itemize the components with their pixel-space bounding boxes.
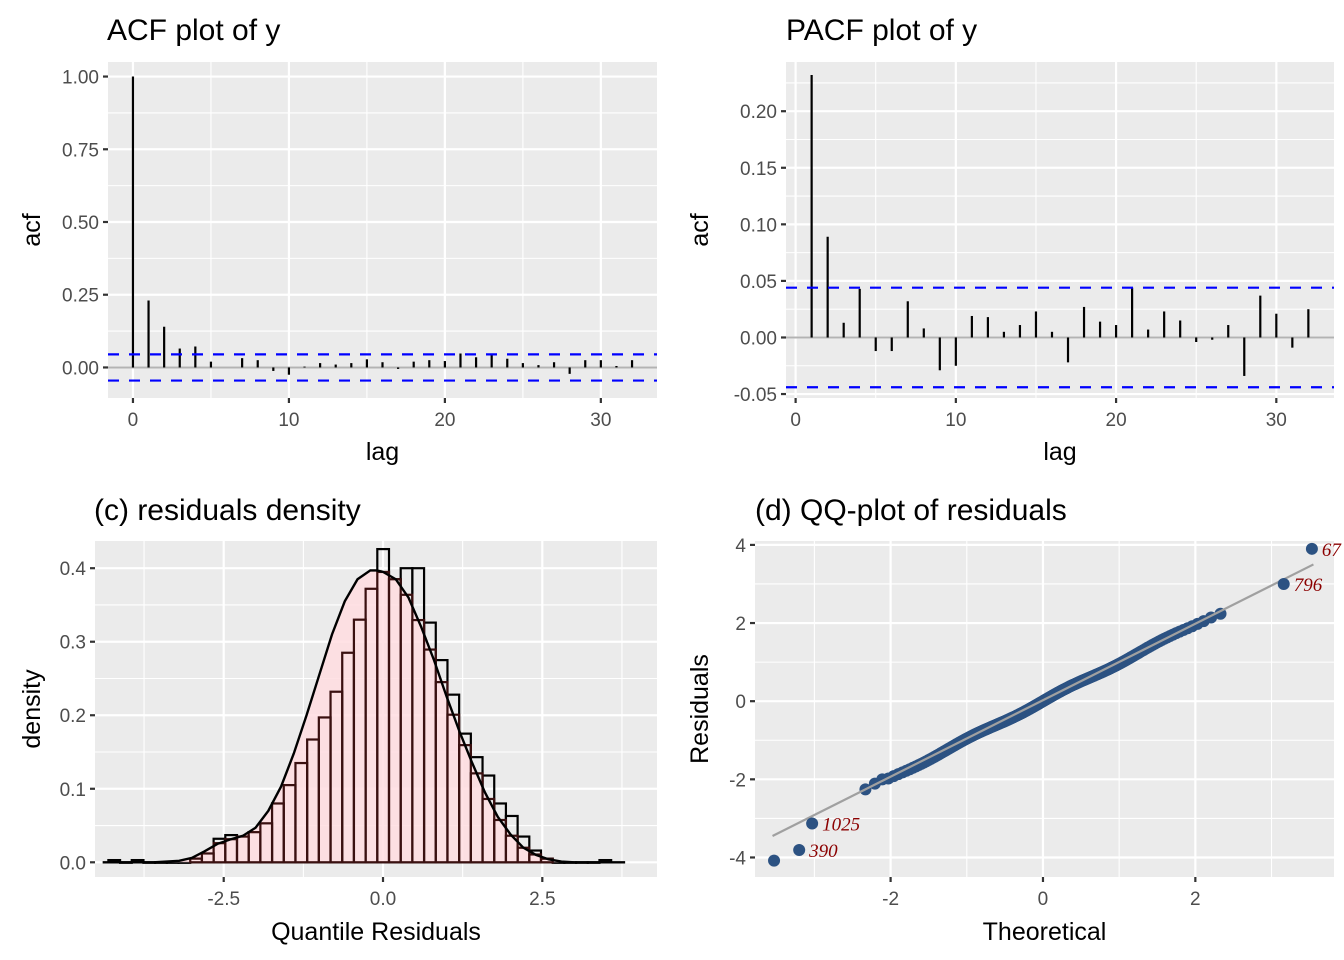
panel-density: -2.5 0.0 2.5 0.0 0.1 0.2 0.3 0.4 (c) residuals d… [18, 494, 657, 946]
outlier-label: 1025 [822, 814, 860, 835]
y-tick-label: -2 [729, 770, 746, 791]
y-tick-label: 0.1 [60, 780, 86, 801]
y-axis-label: Residuals [686, 654, 714, 764]
histogram-bar [177, 861, 192, 864]
y-tick-label: -4 [729, 848, 746, 869]
y-tick-label: 0.50 [62, 213, 99, 234]
x-axis-label: Theoretical [983, 918, 1107, 946]
qq-outlier-point [1277, 577, 1290, 590]
y-tick-label: 0.15 [740, 159, 777, 180]
panel-acf: 0 10 20 30 0.00 0.25 0.50 0.75 1.00 ACF plot of y… [18, 14, 657, 466]
y-tick-label: 0.75 [62, 140, 99, 161]
x-tick-label: 10 [278, 410, 299, 431]
density-curve [102, 569, 626, 864]
plot-background [786, 62, 1334, 398]
y-tick-label: 0 [735, 692, 746, 713]
panel-qq: -2 0 2 -4 -2 0 2 4 (d) QQ-plot of residuals Theor… [686, 494, 1342, 946]
x-tick-label: 30 [590, 410, 611, 431]
x-tick-label: 0 [1038, 889, 1049, 910]
chart-title: ACF plot of y [107, 14, 280, 47]
y-axis-label: acf [18, 213, 46, 246]
x-tick-label: -2.5 [207, 889, 240, 910]
density-area [102, 570, 626, 863]
y-tick-label: 4 [735, 536, 746, 557]
y-tick-label: 0.25 [62, 286, 99, 307]
y-tick-label: 0.10 [740, 215, 777, 236]
y-tick-label: 2 [735, 614, 746, 635]
x-axis-label: Quantile Residuals [271, 918, 481, 946]
y-tick-label: 0.00 [740, 328, 777, 349]
outlier-label: 796 [1294, 575, 1323, 596]
x-axis-label: lag [366, 438, 399, 466]
chart-title: PACF plot of y [786, 14, 977, 47]
x-tick-label: 20 [1106, 410, 1127, 431]
plot-background [108, 62, 657, 398]
x-tick-label: 10 [945, 410, 966, 431]
x-tick-label: 20 [434, 410, 455, 431]
outlier-label: 67 [1322, 540, 1343, 561]
y-tick-label: 0.20 [740, 102, 777, 123]
qq-outlier-point [806, 817, 819, 830]
y-tick-label: 0.4 [60, 559, 87, 580]
x-tick-label: 0 [128, 410, 139, 431]
y-tick-label: -0.05 [734, 385, 777, 406]
qq-outlier-point [768, 854, 781, 867]
x-tick-label: 0 [790, 410, 801, 431]
qq-reference-line [772, 563, 1314, 837]
y-tick-label: 0.00 [62, 358, 99, 379]
chart-title: (d) QQ-plot of residuals [755, 494, 1067, 527]
y-tick-label: 0.05 [740, 272, 777, 293]
x-tick-label: -2 [882, 889, 899, 910]
qq-outlier-point [793, 844, 806, 857]
x-tick-label: 2.5 [529, 889, 555, 910]
outlier-label: 390 [808, 841, 838, 862]
x-tick-label: 30 [1266, 410, 1287, 431]
chart-title: (c) residuals density [94, 494, 361, 527]
x-tick-label: 0.0 [370, 889, 396, 910]
y-tick-label: 0.2 [60, 706, 86, 727]
y-axis-label: acf [686, 213, 714, 246]
y-tick-label: 0.0 [60, 853, 86, 874]
y-tick-label: 1.00 [62, 68, 99, 89]
plot-background [755, 541, 1334, 877]
y-tick-label: 0.3 [60, 633, 86, 654]
y-axis-label: density [18, 669, 46, 749]
x-axis-label: lag [1043, 438, 1076, 466]
qq-outlier-point [1305, 542, 1318, 555]
x-tick-label: 2 [1190, 889, 1201, 910]
panel-pacf: 0 10 20 30 -0.05 0.00 0.05 0.10 0.15 0.20 PACF plo… [686, 14, 1334, 466]
